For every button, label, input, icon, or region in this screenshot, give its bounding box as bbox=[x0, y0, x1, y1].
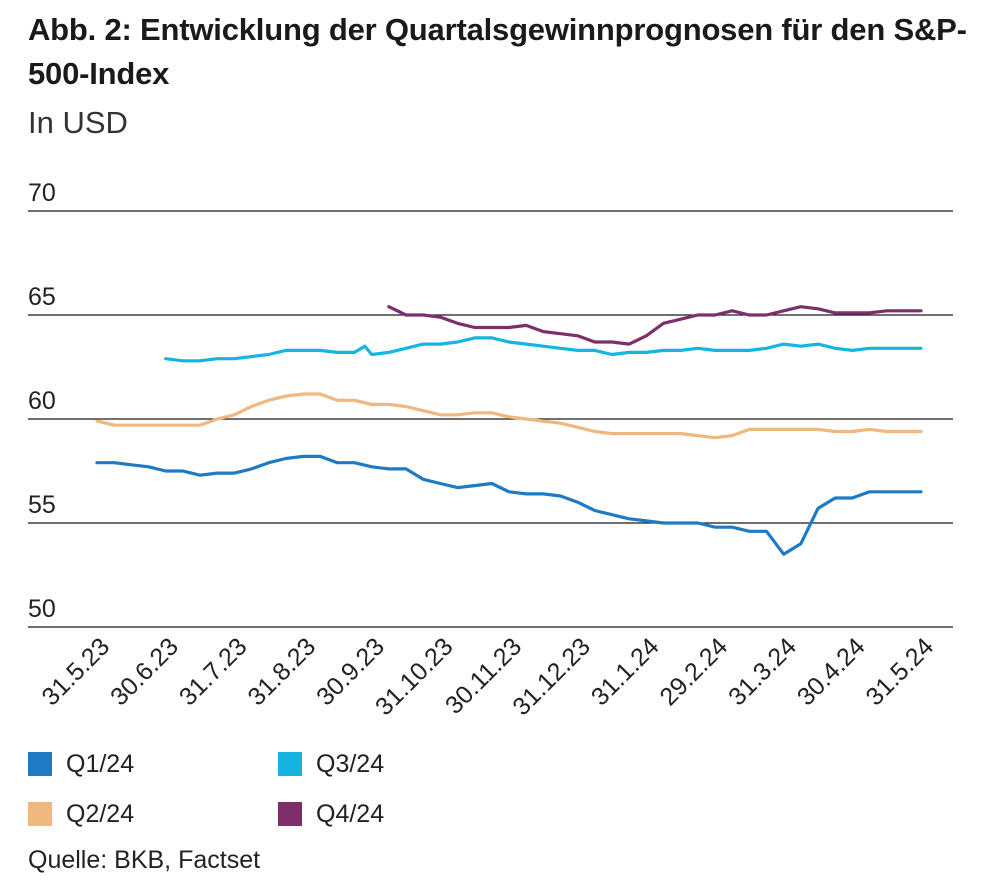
y-tick-label-60: 60 bbox=[28, 387, 56, 415]
legend-swatch-q1 bbox=[28, 752, 52, 776]
source-note: Quelle: BKB, Factset bbox=[28, 846, 261, 874]
legend-label-q4: Q4/24 bbox=[316, 799, 385, 828]
x-tick-label-3: 31.8.23 bbox=[242, 632, 321, 711]
legend-item-q3: Q3/24 bbox=[278, 744, 384, 784]
x-tick-label-0: 31.5.23 bbox=[36, 632, 115, 711]
y-tick-labels: 50 55 60 65 70 bbox=[28, 179, 56, 623]
legend-swatch-q3 bbox=[278, 752, 302, 776]
legend-label-q2: Q2/24 bbox=[66, 799, 135, 828]
legend-swatch-q2 bbox=[28, 802, 52, 826]
x-tick-labels: 31.5.2330.6.2331.7.2331.8.2330.9.2331.10… bbox=[36, 632, 939, 721]
y-tick-label-55: 55 bbox=[28, 491, 56, 519]
x-tick-label-1: 30.6.23 bbox=[105, 632, 184, 711]
y-tick-label-50: 50 bbox=[28, 595, 56, 623]
legend-label-q1: Q1/24 bbox=[66, 749, 135, 778]
chart-title: Abb. 2: Entwicklung der Quartalsgewinnpr… bbox=[28, 12, 967, 91]
series-line-q3-24 bbox=[164, 336, 923, 363]
chart-subtitle: In USD bbox=[28, 105, 128, 140]
series-line-q1-24 bbox=[95, 454, 923, 556]
legend-item-q4: Q4/24 bbox=[278, 794, 384, 834]
legend-swatch-q4 bbox=[278, 802, 302, 826]
legend-item-q1: Q1/24 bbox=[28, 744, 134, 784]
x-tick-label-10: 31.3.24 bbox=[723, 632, 802, 711]
x-tick-label-12: 31.5.24 bbox=[860, 632, 939, 711]
legend-item-q2: Q2/24 bbox=[28, 794, 134, 834]
legend: Q1/24 Q3/24 Q2/24 Q4/24 bbox=[28, 744, 548, 840]
series-line-q2-24 bbox=[95, 392, 923, 440]
x-tick-label-2: 31.7.23 bbox=[174, 632, 253, 711]
y-tick-label-65: 65 bbox=[28, 283, 56, 311]
series-lines bbox=[95, 305, 923, 556]
grid-lines bbox=[28, 210, 953, 628]
x-tick-label-8: 31.1.24 bbox=[586, 632, 665, 711]
series-line-q4-24 bbox=[387, 305, 923, 346]
x-tick-label-11: 30.4.24 bbox=[792, 632, 871, 711]
legend-label-q3: Q3/24 bbox=[316, 749, 385, 778]
x-tick-label-9: 29.2.24 bbox=[654, 632, 733, 711]
y-tick-label-70: 70 bbox=[28, 179, 56, 207]
